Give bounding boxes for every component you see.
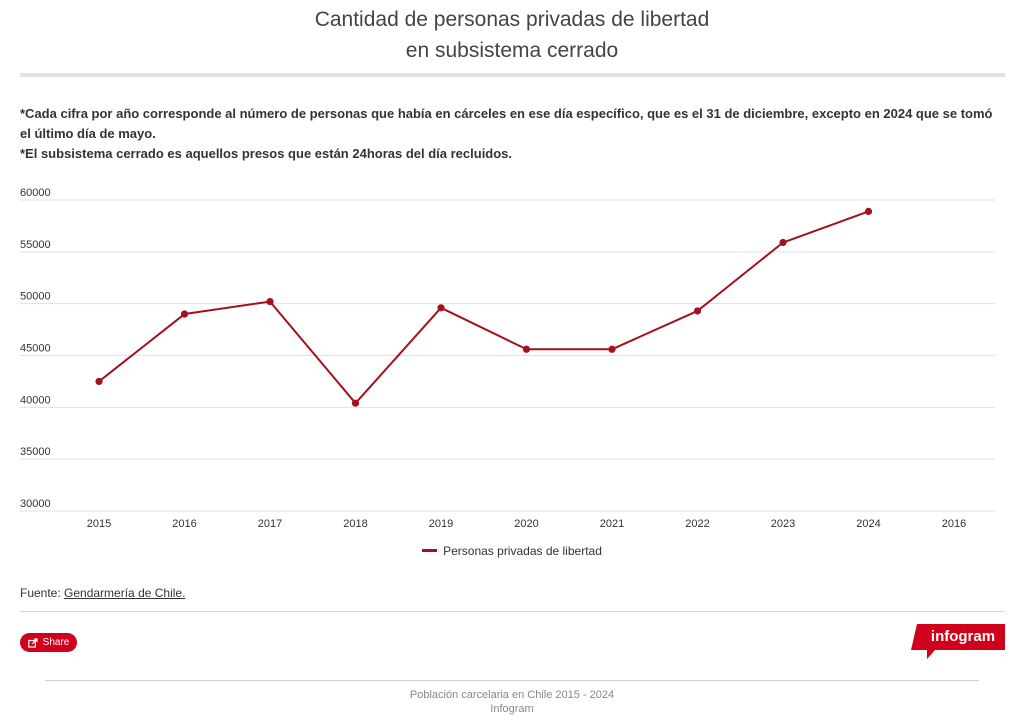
footer-chart-name: Población carcelaria en Chile 2015 - 202… xyxy=(409,689,615,701)
data-point[interactable] xyxy=(266,297,274,306)
x-tick-label: 2017 xyxy=(258,518,282,530)
source-divider xyxy=(20,611,1005,612)
legend-swatch xyxy=(422,549,438,553)
y-tick-label: 60000 xyxy=(20,187,51,199)
line-chart: 30000 35000 40000 45000 50000 55000 60000 2015 2… xyxy=(20,187,995,530)
note-date-explanation: *Cada cifra por año corresponde al númer… xyxy=(20,106,993,141)
chart-title-line2: en subsistema cerrado xyxy=(405,39,619,62)
x-tick-label: 2023 xyxy=(771,518,795,530)
x-tick-label: 2016 xyxy=(942,518,966,530)
chart-title: Cantidad de personas privadas de liberta… xyxy=(0,4,1024,66)
x-tick-label: 2015 xyxy=(87,518,111,530)
y-tick-label: 50000 xyxy=(20,291,51,303)
share-label: Share xyxy=(42,637,70,648)
data-point[interactable] xyxy=(608,345,616,353)
title-divider xyxy=(20,73,1005,77)
y-tick-label: 45000 xyxy=(20,343,51,355)
chart-title-line1: Cantidad de personas privadas de liberta… xyxy=(314,8,710,31)
data-point[interactable] xyxy=(351,399,360,407)
x-tick-label: 2019 xyxy=(429,518,453,530)
share-icon xyxy=(27,637,38,648)
data-point[interactable] xyxy=(779,238,787,247)
footer-divider xyxy=(45,680,979,681)
source-label: Fuente: xyxy=(20,586,65,600)
footer-brand: Infogram xyxy=(490,703,534,715)
data-point[interactable] xyxy=(864,207,873,216)
y-tick-label: 55000 xyxy=(20,239,51,251)
legend-label: Personas privadas de libertad xyxy=(443,544,602,558)
data-point[interactable] xyxy=(693,307,702,315)
data-point[interactable] xyxy=(437,304,445,312)
footer: Población carcelaria en Chile 2015 - 202… xyxy=(0,688,1024,716)
data-point[interactable] xyxy=(95,377,103,386)
y-tick-label: 40000 xyxy=(20,394,51,406)
data-point[interactable] xyxy=(522,345,531,353)
source-link[interactable]: Gendarmería de Chile. xyxy=(64,586,186,600)
infogram-logo-text: infogram xyxy=(930,628,996,645)
x-tick-label: 2020 xyxy=(514,518,538,530)
data-point[interactable] xyxy=(180,310,189,318)
x-tick-label: 2018 xyxy=(343,518,367,530)
y-tick-label: 30000 xyxy=(20,498,51,510)
x-tick-label: 2021 xyxy=(600,518,624,530)
note-subsystem-explanation: *El subsistema cerrado es aquellos preso… xyxy=(20,146,513,161)
source-line: Fuente: Gendarmería de Chile. xyxy=(20,586,185,600)
share-button[interactable]: Share xyxy=(20,633,77,652)
x-tick-label: 2016 xyxy=(172,518,196,530)
x-tick-label: 2022 xyxy=(685,518,709,530)
chart-notes: *Cada cifra por año corresponde al númer… xyxy=(20,104,1005,164)
infogram-logo-badge[interactable] xyxy=(911,624,1005,660)
x-tick-label: 2024 xyxy=(856,518,880,530)
chart-legend[interactable]: Personas privadas de libertad xyxy=(0,544,1024,558)
series-line xyxy=(98,210,869,405)
y-tick-label: 35000 xyxy=(20,446,51,458)
